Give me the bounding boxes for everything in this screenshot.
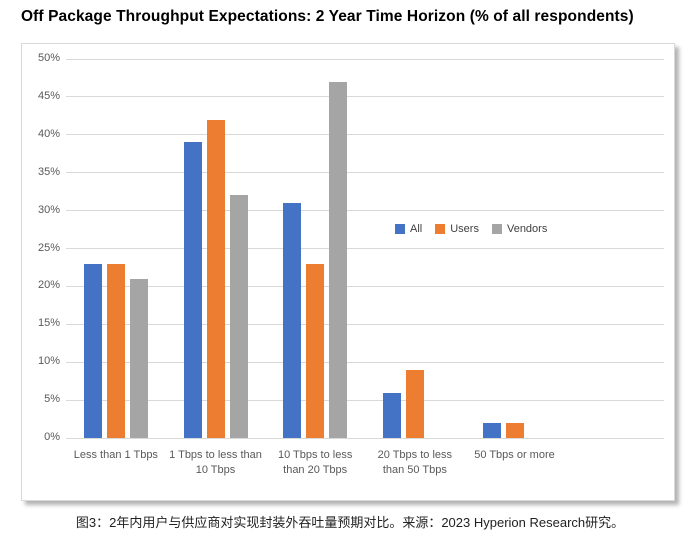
bar-all-4 <box>382 392 401 438</box>
legend-swatch-icon <box>435 224 446 234</box>
bar-users-3 <box>306 263 325 438</box>
y-axis-tick-label: 20% <box>37 279 60 292</box>
legend-swatch-icon <box>491 224 502 234</box>
gridline <box>66 134 664 136</box>
bar-all-3 <box>283 203 302 438</box>
x-axis-category-label: Less than 1 Tbps <box>73 449 158 461</box>
bar-group <box>283 81 348 438</box>
figure-caption: 图3：2年内用户与供应商对实现封装外吞吐量预期对比。来源：2023 Hyperi… <box>75 515 625 530</box>
legend-label: All <box>410 223 423 235</box>
bar-group <box>183 119 248 438</box>
x-axis-category-label: 20 Tbps to less than 50 Tbps <box>377 449 453 476</box>
y-axis-tick-label: 0% <box>44 431 60 443</box>
y-axis-tick-label: 35% <box>37 165 60 178</box>
y-axis-tick-label: 10% <box>37 355 60 368</box>
bar-users-5 <box>505 422 524 438</box>
gridline <box>66 248 664 249</box>
bar-all-5 <box>482 422 501 438</box>
bar-vendors-2 <box>229 195 248 438</box>
y-axis-tick-label: 40% <box>37 127 60 140</box>
bar-group <box>382 369 447 438</box>
gridline <box>66 210 664 212</box>
y-axis-tick-label: 5% <box>44 393 60 406</box>
chart-container: All Users Vendors 0% 5% 10% 15% 20% 25% 30% 35% 40… <box>21 43 675 501</box>
chart-title: Off Package Throughput Expectations: 2 Y… <box>21 8 634 25</box>
y-axis-tick-label: 30% <box>37 203 60 216</box>
legend-item-all: All <box>395 223 422 235</box>
legend-swatch-icon <box>395 224 405 234</box>
bar-users-2 <box>206 119 225 438</box>
gridline <box>66 361 664 363</box>
gridline <box>66 58 664 60</box>
y-axis-tick-label: 25% <box>37 241 60 254</box>
bar-vendors-3 <box>329 81 348 438</box>
legend-label: Users <box>450 223 479 235</box>
legend-label: Vendors <box>506 223 548 235</box>
y-axis-tick-label: 15% <box>37 317 60 330</box>
gridline <box>66 172 664 174</box>
y-axis-tick-label: 45% <box>37 89 60 102</box>
legend: All Users Vendors <box>395 223 547 235</box>
x-axis-category-label: 1 Tbps to less than 10 Tbps <box>169 449 262 476</box>
bar-users-1 <box>106 263 125 438</box>
bar-users-4 <box>405 369 424 438</box>
gridline <box>66 96 664 98</box>
x-axis-category-label: 50 Tbps or more <box>474 449 555 461</box>
gridline <box>66 399 664 401</box>
gridline <box>66 437 664 439</box>
x-axis-category-label: 10 Tbps to less than 20 Tbps <box>277 449 353 476</box>
gridline <box>66 285 664 287</box>
bar-all-1 <box>83 263 102 438</box>
bar-group <box>482 422 547 438</box>
gridline <box>66 323 664 325</box>
bar-all-2 <box>183 142 202 438</box>
bar-vendors-1 <box>129 278 148 438</box>
plot-area: All Users Vendors 0% 5% 10% 15% 20% 25% 30% 35% 40… <box>38 52 664 476</box>
legend-item-vendors: Vendors <box>491 223 548 235</box>
bar-group <box>83 263 148 438</box>
legend-item-users: Users <box>435 223 479 235</box>
y-axis-tick-label: 50% <box>37 52 60 64</box>
